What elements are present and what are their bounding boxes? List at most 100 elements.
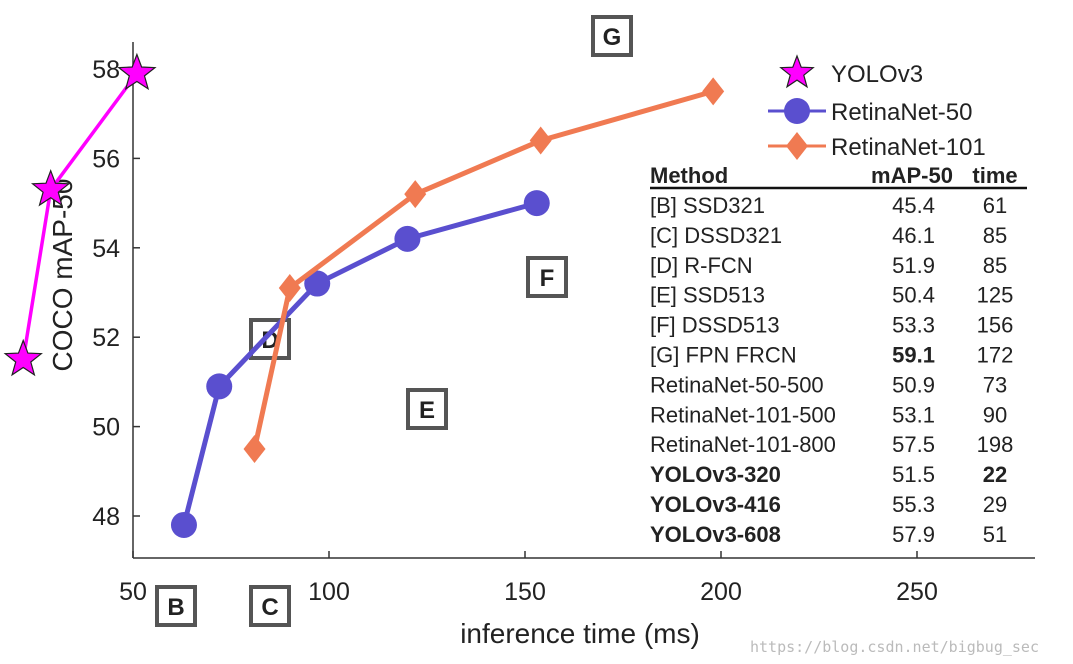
table-cell-map: 51.5 (892, 462, 935, 487)
annotation-f: F (526, 256, 568, 298)
series-retinanet-101 (243, 77, 725, 463)
data-point (170, 511, 197, 538)
table-row: RetinaNet-101-800 57.5 198 (650, 432, 1013, 457)
legend-marker (786, 132, 808, 160)
x-tick-label: 200 (700, 578, 742, 606)
table-row: YOLOv3-320 51.5 22 (650, 462, 1007, 487)
results-table: Method mAP-50 time [B] SSD321 45.4 61 [C] DSSD… (650, 163, 1027, 547)
y-axis-label: COCO mAP-50 (47, 179, 78, 372)
axes (132, 42, 1035, 559)
table-row: [E] SSD513 50.4 125 (650, 283, 1013, 308)
table-cell-time: 125 (977, 283, 1014, 308)
table-cell-map: 57.9 (892, 522, 935, 547)
annotation-label: B (167, 594, 184, 621)
annotation-box (526, 256, 568, 298)
data-point (304, 270, 331, 297)
legend: YOLOv3 RetinaNet-50 RetinaNet-101 (768, 54, 986, 161)
series-layer (3, 52, 725, 538)
table-cell-map: 46.1 (892, 223, 935, 248)
table-header: time (972, 163, 1017, 188)
table-cell-map: 57.5 (892, 432, 935, 457)
table-cell-map: 51.9 (892, 253, 935, 278)
series-line (181, 200, 538, 526)
table-row: YOLOv3-608 57.9 51 (650, 522, 1007, 547)
annotation-box (406, 388, 448, 430)
table-row: [D] R-FCN 51.9 85 (650, 253, 1007, 278)
table-cell-method: YOLOv3-320 (650, 462, 781, 487)
table-cell-time: 156 (977, 313, 1014, 338)
y-tick-label: 48 (92, 503, 120, 531)
table-cell-time: 198 (977, 432, 1014, 457)
annotation-e: E (406, 388, 448, 430)
x-tick-label: 250 (896, 578, 938, 606)
x-axis-label: inference time (ms) (460, 618, 700, 649)
annotation-c: C (249, 585, 291, 627)
x-tick-label: 100 (308, 578, 350, 606)
data-point (278, 274, 301, 303)
table-row: RetinaNet-101-500 53.1 90 (650, 402, 1007, 427)
table-cell-method: YOLOv3-608 (650, 522, 781, 547)
y-tick-label: 54 (92, 235, 120, 263)
table-cell-time: 85 (983, 223, 1007, 248)
legend-marker (784, 98, 810, 124)
legend-entry-yolov3: YOLOv3 (779, 54, 923, 89)
legend-entry-retinanet-50: RetinaNet-50 (768, 98, 972, 126)
legend-marker (779, 54, 815, 89)
table-row: YOLOv3-416 55.3 29 (650, 492, 1007, 517)
x-tick-label: 50 (119, 578, 147, 606)
table-cell-time: 85 (983, 253, 1007, 278)
table-row: [G] FPN FRCN 59.1 172 (650, 343, 1013, 368)
table-cell-time: 73 (983, 372, 1007, 397)
table-cell-method: [D] R-FCN (650, 253, 753, 278)
table-row: RetinaNet-50-500 50.9 73 (650, 372, 1007, 397)
annotation-box (249, 318, 291, 360)
table-cell-method: [E] SSD513 (650, 283, 765, 308)
data-point (523, 190, 550, 217)
data-point (206, 373, 233, 400)
x-tick-label: 150 (504, 578, 546, 606)
data-point (394, 225, 421, 252)
table-header: mAP-50 (871, 163, 953, 188)
series-yolov3 (3, 52, 157, 377)
data-point (404, 180, 427, 209)
table-cell-method: RetinaNet-50-500 (650, 372, 824, 397)
annotation-g: G (591, 15, 633, 57)
table-cell-method: [C] DSSD321 (650, 223, 782, 248)
table-row: [B] SSD321 45.4 61 (650, 193, 1007, 218)
x-ticks: 50 100 150 200 250 (119, 551, 938, 606)
annotation-label: G (603, 24, 622, 51)
data-point (30, 168, 71, 207)
table-cell-method: RetinaNet-101-500 (650, 402, 836, 427)
annotation-label: C (261, 594, 278, 621)
table-cell-method: [B] SSD321 (650, 193, 765, 218)
table-cell-map: 55.3 (892, 492, 935, 517)
legend-entry-retinanet-101: RetinaNet-101 (768, 132, 986, 161)
data-point (3, 338, 43, 377)
data-point (529, 126, 552, 155)
annotation-label: F (540, 265, 555, 292)
series-line (21, 72, 139, 360)
annotation-label: E (419, 397, 435, 424)
annotation-box (591, 15, 633, 57)
table-row: [C] DSSD321 46.1 85 (650, 223, 1007, 248)
table-row: [F] DSSD513 53.3 156 (650, 313, 1013, 338)
annotation-b: B (155, 585, 197, 627)
table-cell-map: 45.4 (892, 193, 935, 218)
legend-label: RetinaNet-101 (831, 134, 986, 161)
table-cell-time: 29 (983, 492, 1007, 517)
table-cell-method: RetinaNet-101-800 (650, 432, 836, 457)
table-cell-map: 59.1 (892, 343, 935, 368)
table-cell-map: 50.4 (892, 283, 935, 308)
legend-label: YOLOv3 (831, 61, 923, 88)
table-cell-time: 172 (977, 343, 1014, 368)
table-header: Method (650, 163, 728, 188)
data-point (702, 77, 725, 106)
table-cell-map: 53.3 (892, 313, 935, 338)
series-line (252, 88, 714, 450)
y-tick-label: 52 (92, 324, 120, 352)
y-tick-label: 58 (92, 56, 120, 84)
table-cell-map: 53.1 (892, 402, 935, 427)
table-cell-time: 61 (983, 193, 1007, 218)
y-tick-label: 56 (92, 145, 120, 173)
data-point (117, 52, 157, 91)
